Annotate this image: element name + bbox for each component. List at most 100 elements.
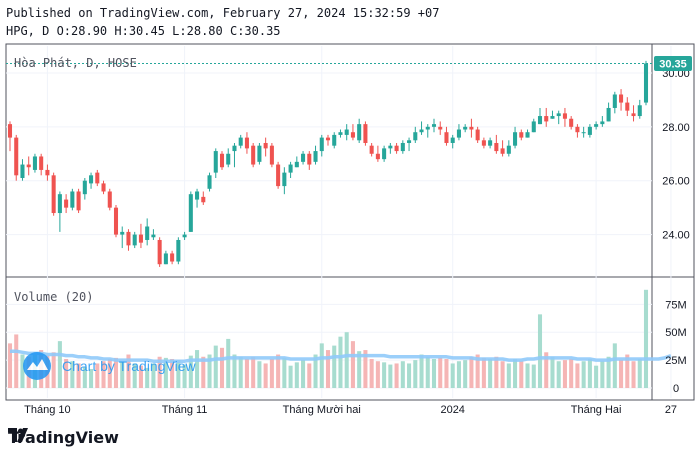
candle-body — [444, 132, 449, 143]
candle-body — [182, 234, 187, 238]
candle-body — [407, 140, 412, 143]
watermark-cloud-icon — [23, 352, 51, 380]
candle-body — [32, 156, 37, 170]
candle-body — [170, 253, 175, 262]
volume-ma-line — [10, 349, 672, 363]
volume-bar — [95, 363, 100, 388]
candle-body — [363, 124, 368, 143]
candle-body — [500, 148, 505, 154]
candle-body — [400, 142, 405, 152]
tradingview-logo-icon — [8, 428, 28, 442]
candle-body — [157, 239, 162, 265]
price-tick-label: 26.00 — [662, 176, 690, 188]
volume-bar — [456, 361, 461, 388]
volume-tick-label: 50M — [665, 327, 686, 339]
volume-bar — [207, 354, 212, 388]
candle-body — [450, 137, 455, 143]
candle-body — [101, 183, 106, 192]
volume-bar — [587, 358, 592, 388]
candle-body — [625, 102, 630, 111]
candle-body — [506, 145, 511, 154]
volume-bar — [213, 345, 218, 388]
candle-body — [338, 132, 343, 135]
volume-bar — [7, 343, 13, 388]
volume-bar — [438, 357, 443, 388]
volume-bar — [556, 361, 561, 388]
candle-body — [307, 153, 312, 165]
candle-body — [95, 172, 100, 184]
candle-body — [145, 226, 150, 240]
volume-bar — [619, 360, 624, 388]
candle-body — [531, 121, 536, 133]
volume-bar — [182, 364, 187, 388]
volume-bar — [643, 289, 649, 388]
volume-bar — [157, 356, 162, 388]
volume-bar — [425, 356, 430, 388]
volume-bar — [525, 363, 530, 388]
candle-body — [64, 199, 69, 208]
candle-body — [606, 107, 611, 122]
watermark: Chart by TradingView — [23, 352, 196, 380]
volume-bar — [600, 361, 605, 388]
volume-bar — [51, 352, 56, 388]
candle-body — [550, 116, 555, 119]
volume-bar — [76, 363, 81, 388]
volume-bar — [550, 356, 555, 388]
brand-name: TradingView — [8, 428, 119, 447]
volume-bar — [57, 341, 62, 388]
volume-bar — [307, 363, 312, 388]
volume-bar — [631, 361, 636, 388]
candle-body — [575, 126, 580, 133]
published-line: Published on TradingView.com, February 2… — [6, 6, 440, 20]
candle-body — [195, 191, 200, 200]
volume-bar — [263, 363, 268, 388]
candle-body — [244, 137, 249, 149]
candle-body — [132, 234, 137, 246]
volume-bar — [20, 354, 25, 388]
candle-body — [612, 94, 617, 108]
volume-bar — [188, 355, 193, 388]
volume-bar — [276, 354, 281, 388]
candle-body — [475, 129, 480, 141]
candle-body — [382, 148, 387, 160]
candle-body — [251, 145, 256, 165]
volume-tick-label: 0 — [673, 383, 679, 395]
candle-body — [587, 126, 592, 135]
volume-bar — [113, 357, 119, 388]
candle-body — [369, 145, 374, 154]
volume-bar — [170, 358, 175, 388]
candle-body — [294, 161, 299, 168]
volume-bar — [319, 343, 324, 388]
volume-bar — [313, 354, 318, 388]
volume-bar — [363, 350, 368, 388]
volume-bar — [419, 354, 424, 388]
volume-bar — [82, 366, 87, 388]
volume-bar — [251, 356, 256, 388]
volume-bar — [394, 363, 399, 388]
volume-bar — [344, 332, 349, 388]
volume-tick-label: 25M — [665, 355, 686, 367]
candle-body — [163, 253, 168, 265]
candle-body — [26, 164, 31, 168]
candle-body — [138, 234, 143, 243]
volume-bar — [625, 354, 630, 388]
candle-body — [544, 116, 549, 122]
candle-body — [45, 169, 50, 176]
candle-body — [232, 145, 237, 152]
candle-body — [288, 164, 293, 173]
volume-bar — [463, 360, 468, 388]
chart-frame — [5, 43, 695, 401]
candle-body — [82, 180, 87, 195]
candle-body — [562, 113, 567, 119]
volume-bar — [500, 361, 505, 388]
candle-body — [107, 191, 112, 208]
volume-bar — [562, 360, 567, 388]
watermark-text: Chart by TradingView — [62, 358, 196, 374]
candle-body — [89, 175, 94, 184]
volume-bar — [64, 358, 69, 388]
candle-body — [201, 196, 206, 203]
volume-bar — [195, 350, 200, 388]
candle-body — [263, 142, 268, 149]
volume-bar — [388, 364, 393, 388]
